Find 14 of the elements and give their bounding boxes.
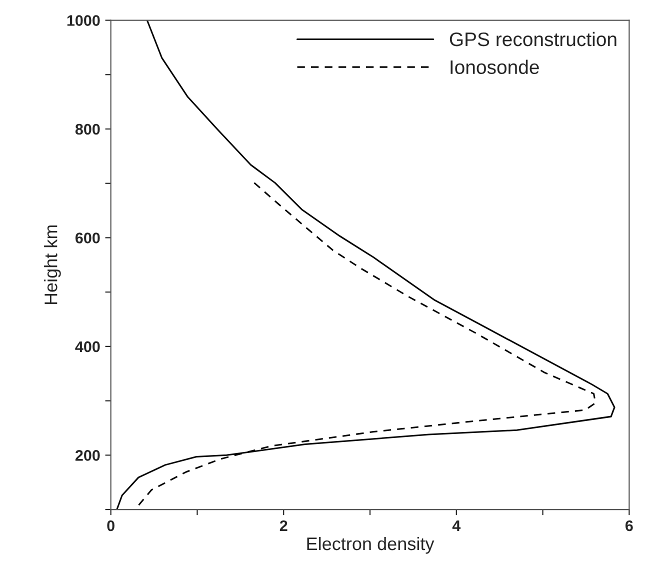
x-tick-label: 4 bbox=[452, 520, 461, 532]
x-axis-title: Electron density bbox=[307, 536, 434, 554]
x-tick-label: 0 bbox=[107, 520, 114, 532]
y-tick-label: 1000 bbox=[67, 15, 100, 26]
line-series bbox=[116, 20, 616, 510]
text: Ionosonde bbox=[450, 60, 539, 74]
y-axis-title: Height km bbox=[44, 225, 61, 304]
y-tick-label: 200 bbox=[75, 450, 100, 461]
x-tick-label: 6 bbox=[625, 520, 633, 532]
x-tick-label: 2 bbox=[280, 520, 288, 532]
y-tick-label: 600 bbox=[75, 232, 100, 244]
y-tick-label: 400 bbox=[75, 341, 100, 352]
y-tick-label: 800 bbox=[75, 124, 100, 135]
text: GPS reconstruction bbox=[450, 32, 616, 46]
